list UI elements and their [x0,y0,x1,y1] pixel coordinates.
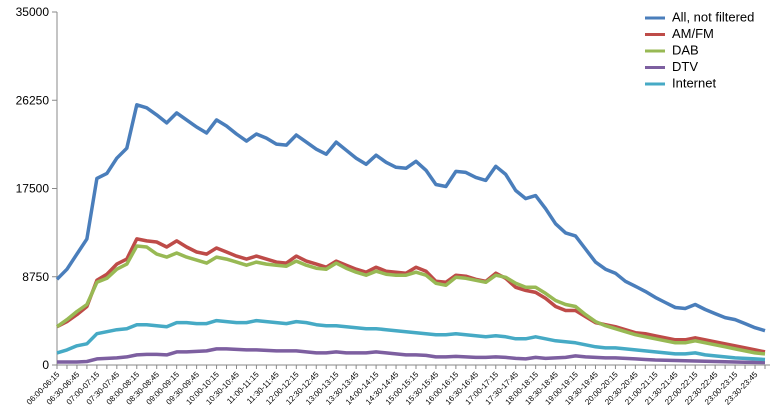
series-line [55,103,766,333]
series-line [56,318,766,362]
y-tick-label: 26250 [16,93,50,107]
legend-label: DAB [672,42,699,57]
legend-label: DTV [672,59,698,74]
y-tick-label: 35000 [16,5,50,19]
series-line [55,244,766,356]
legend-label: All, not filtered [672,9,754,24]
y-tick-label: 17500 [16,182,50,196]
series-line [57,347,766,365]
legend-label: Internet [672,75,716,90]
y-tick-label: 0 [42,358,49,372]
legend-label: AM/FM [672,26,714,41]
series-line [56,237,766,354]
y-tick-label: 8750 [22,270,49,284]
